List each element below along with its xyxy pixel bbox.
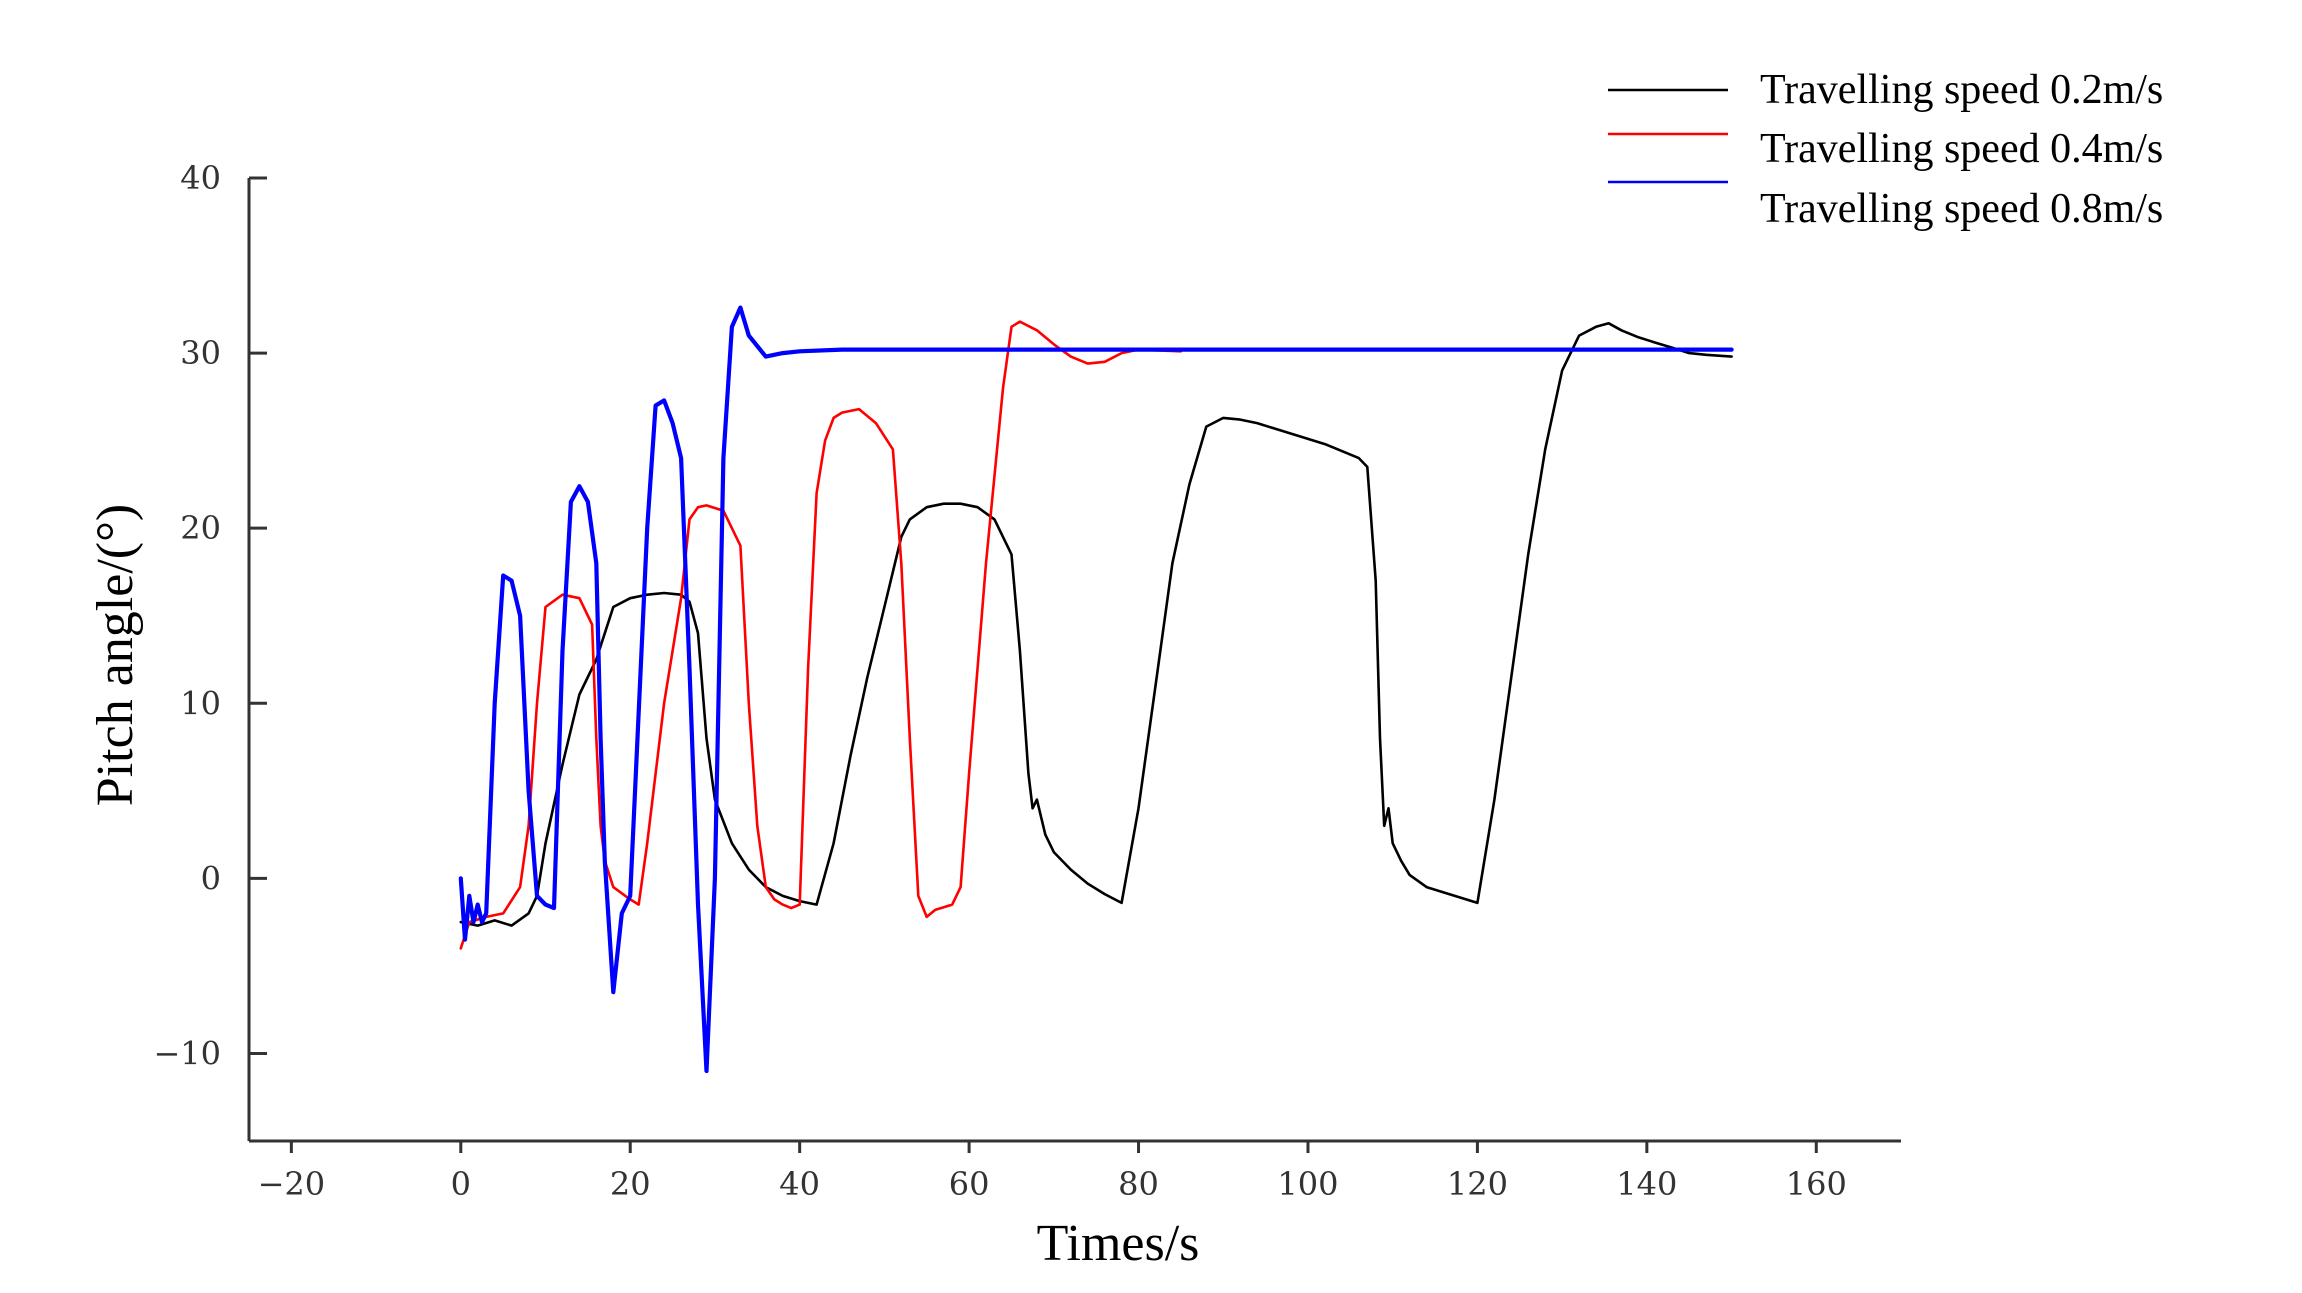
x-axis-ticks: −20 0 20 40 60 80 100 120 140 160	[258, 1141, 1847, 1203]
x-tick-label: 40	[779, 1165, 820, 1203]
series-line-2	[458, 305, 1734, 1074]
y-tick-label: 20	[180, 509, 221, 547]
y-tick-label: 10	[180, 684, 221, 722]
series-layer	[458, 305, 1734, 1074]
x-tick-label: 140	[1616, 1165, 1677, 1203]
y-axis-title: Pitch angle/(°)	[87, 504, 144, 806]
x-tick-label: 120	[1447, 1165, 1508, 1203]
x-tick-label: 0	[451, 1165, 471, 1203]
x-tick-label: 20	[610, 1165, 651, 1203]
y-axis-ticks: −10 0 10 20 30 40	[153, 159, 267, 1072]
y-tick-label: 30	[180, 334, 221, 372]
legend-item-0: Travelling speed 0.2m/s	[1608, 67, 2163, 113]
x-axis-title: Times/s	[1037, 1215, 1200, 1272]
x-tick-label: 100	[1277, 1165, 1338, 1203]
legend-label-0: Travelling speed 0.2m/s	[1760, 67, 2163, 113]
legend-item-1: Travelling speed 0.4m/s	[1608, 126, 2163, 172]
y-tick-label: −10	[153, 1034, 221, 1072]
y-tick-label: 40	[180, 159, 221, 197]
y-tick-label: 0	[201, 859, 221, 897]
legend: Travelling speed 0.2m/s Travelling speed…	[1608, 67, 2163, 232]
legend-label-2: Travelling speed 0.8m/s	[1760, 186, 2163, 232]
series-line-0	[459, 321, 1733, 927]
x-tick-label: −20	[258, 1165, 326, 1203]
legend-item-2: Travelling speed 0.8m/s	[1608, 180, 2163, 232]
x-tick-label: 80	[1118, 1165, 1159, 1203]
series-line-1	[459, 320, 1183, 950]
x-tick-label: 160	[1786, 1165, 1847, 1203]
x-tick-label: 60	[949, 1165, 990, 1203]
legend-label-1: Travelling speed 0.4m/s	[1760, 126, 2163, 172]
